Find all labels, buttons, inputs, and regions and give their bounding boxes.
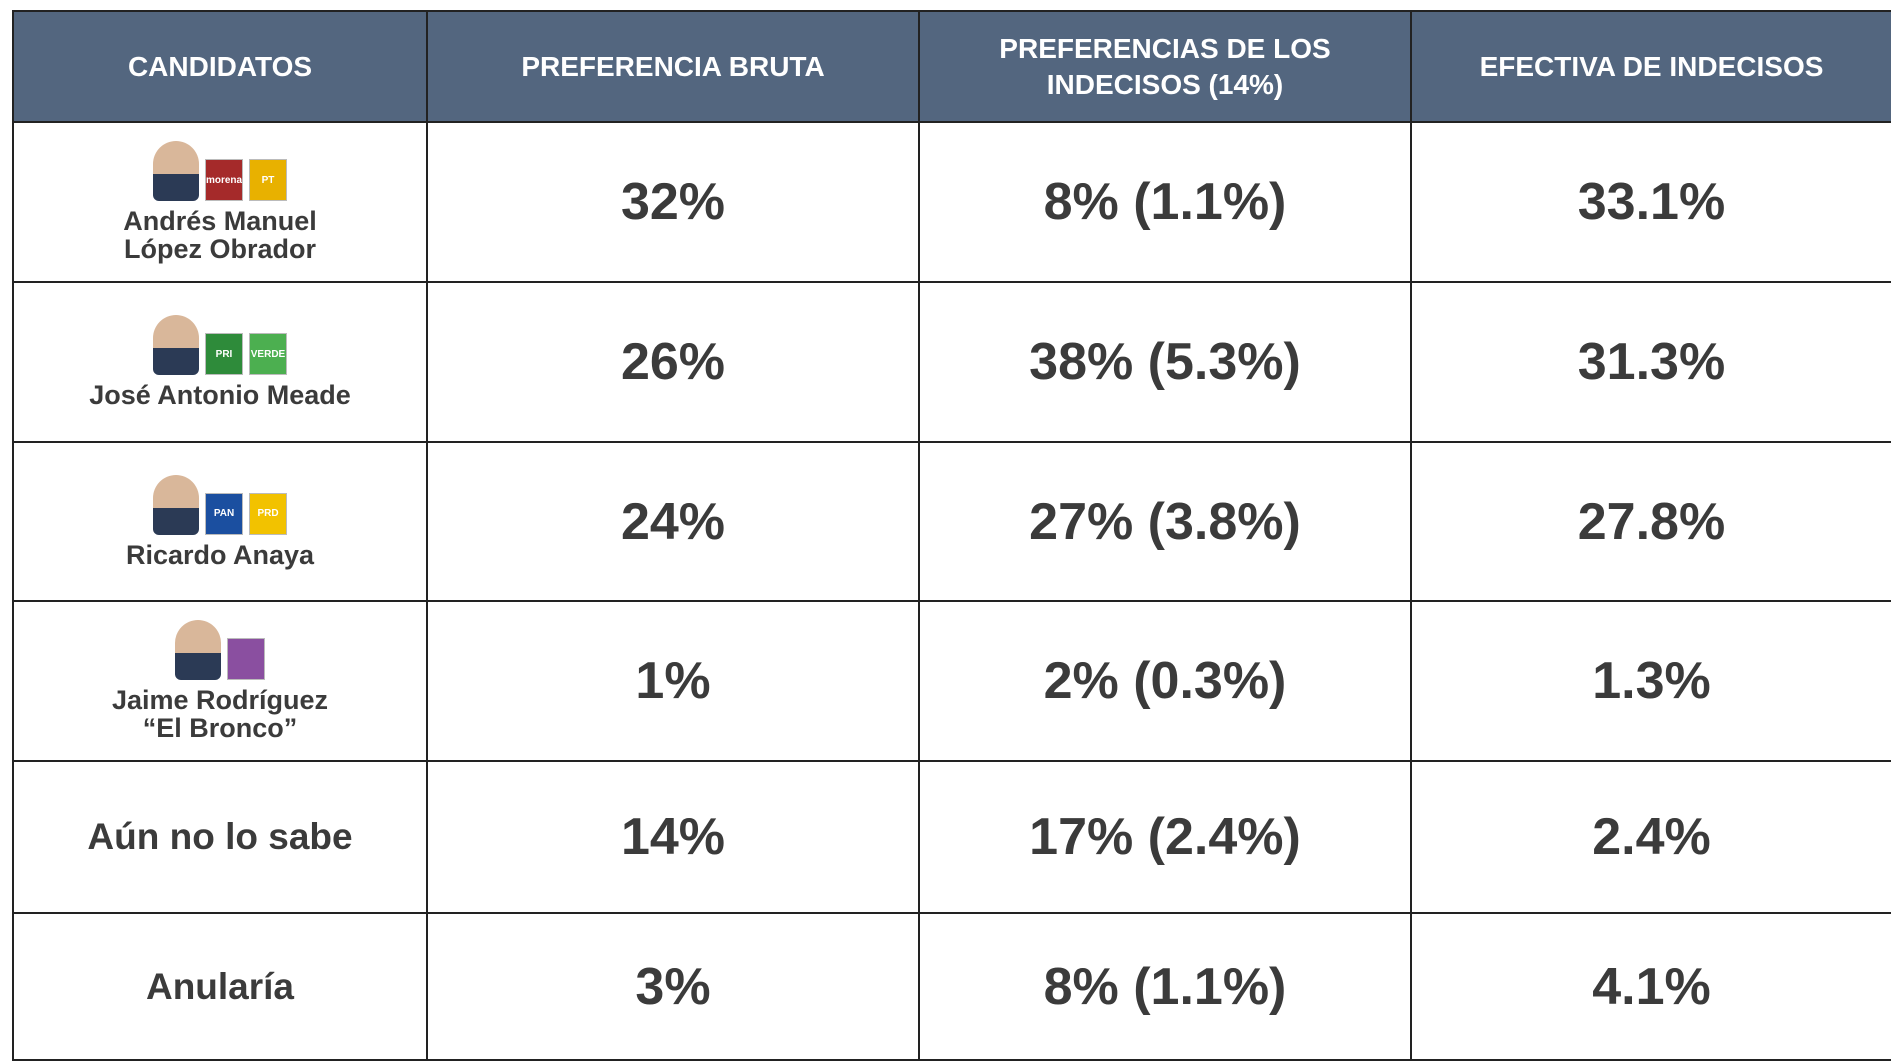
- page: CANDIDATOS PREFERENCIA BRUTA PREFERENCIAS …: [0, 0, 1891, 1061]
- header-text: PREFERENCIAS DE LOS: [999, 31, 1330, 67]
- value-text: 24%: [621, 492, 725, 552]
- value-cell: 1%: [426, 602, 918, 762]
- party-logo: PRI: [205, 333, 243, 375]
- value-text: 3%: [635, 957, 710, 1017]
- party-logo: PT: [249, 159, 287, 201]
- header-text: CANDIDATOS: [128, 49, 312, 85]
- candidate-cell: Jaime Rodríguez“El Bronco”: [12, 602, 426, 762]
- value-text: 8% (1.1%): [1044, 172, 1287, 232]
- candidate-name: “El Bronco”: [143, 714, 298, 742]
- value-cell: 27.8%: [1410, 443, 1891, 602]
- candidate-name: Jaime Rodríguez: [112, 686, 328, 714]
- value-text: 2% (0.3%): [1044, 651, 1287, 711]
- value-text: 33.1%: [1578, 172, 1725, 232]
- value-cell: 8% (1.1%): [918, 123, 1410, 283]
- value-cell: 17% (2.4%): [918, 762, 1410, 914]
- candidate-cell: Aún no lo sabe: [12, 762, 426, 914]
- value-cell: 3%: [426, 914, 918, 1061]
- value-text: 31.3%: [1578, 332, 1725, 392]
- candidate-photo: [153, 475, 199, 535]
- value-text: 32%: [621, 172, 725, 232]
- value-cell: 33.1%: [1410, 123, 1891, 283]
- value-cell: 32%: [426, 123, 918, 283]
- party-logo: VERDE: [249, 333, 287, 375]
- header-text: PREFERENCIA BRUTA: [521, 49, 824, 85]
- candidate-cell: Anularía: [12, 914, 426, 1061]
- value-text: 17% (2.4%): [1029, 807, 1301, 867]
- value-cell: 8% (1.1%): [918, 914, 1410, 1061]
- value-text: 26%: [621, 332, 725, 392]
- candidate-photo: [153, 141, 199, 201]
- value-text: 1.3%: [1592, 651, 1711, 711]
- value-text: 8% (1.1%): [1044, 957, 1287, 1017]
- value-text: 14%: [621, 807, 725, 867]
- value-cell: 1.3%: [1410, 602, 1891, 762]
- value-cell: 38% (5.3%): [918, 283, 1410, 443]
- value-cell: 4.1%: [1410, 914, 1891, 1061]
- value-text: 2.4%: [1592, 807, 1711, 867]
- value-cell: 24%: [426, 443, 918, 602]
- party-logo: PAN: [205, 493, 243, 535]
- candidate-icons: [175, 620, 265, 680]
- value-cell: 2.4%: [1410, 762, 1891, 914]
- value-text: 1%: [635, 651, 710, 711]
- header-cell: EFECTIVA DE INDECISOS: [1410, 10, 1891, 123]
- value-text: 38% (5.3%): [1029, 332, 1301, 392]
- candidate-name: José Antonio Meade: [89, 381, 351, 409]
- value-cell: 2% (0.3%): [918, 602, 1410, 762]
- independent-logo: [227, 638, 265, 680]
- value-text: 27% (3.8%): [1029, 492, 1301, 552]
- candidate-name: Andrés Manuel: [123, 207, 317, 235]
- value-cell: 27% (3.8%): [918, 443, 1410, 602]
- party-logo: PRD: [249, 493, 287, 535]
- value-cell: 31.3%: [1410, 283, 1891, 443]
- row-label: Aún no lo sabe: [87, 817, 352, 857]
- header-cell: PREFERENCIA BRUTA: [426, 10, 918, 123]
- candidate-name: López Obrador: [124, 235, 316, 263]
- value-text: 4.1%: [1592, 957, 1711, 1017]
- header-text: INDECISOS (14%): [1047, 67, 1284, 103]
- header-cell: CANDIDATOS: [12, 10, 426, 123]
- value-text: 27.8%: [1578, 492, 1725, 552]
- party-logo: morena: [205, 159, 243, 201]
- candidate-photo: [175, 620, 221, 680]
- header-text: EFECTIVA DE INDECISOS: [1480, 49, 1824, 85]
- value-cell: 14%: [426, 762, 918, 914]
- value-cell: 26%: [426, 283, 918, 443]
- row-label: Anularía: [146, 967, 294, 1007]
- candidate-photo: [153, 315, 199, 375]
- candidate-name: Ricardo Anaya: [126, 541, 314, 569]
